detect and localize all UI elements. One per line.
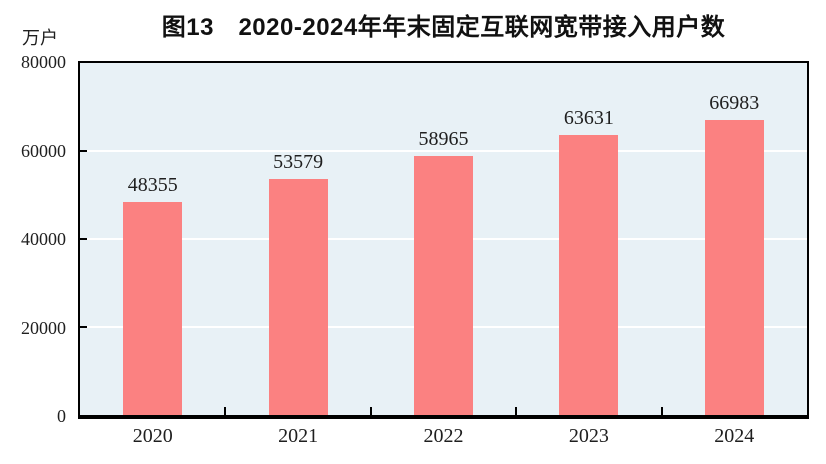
gridline-60000 — [80, 150, 807, 152]
x-axis-tick-4 — [660, 407, 663, 415]
y-axis-tick-20000 — [80, 326, 87, 328]
bar-2022 — [414, 155, 473, 415]
bar-value-label-2024: 66983 — [709, 92, 760, 115]
y-axis-tick-60000 — [80, 150, 87, 152]
y-tick-label-80000: 80000 — [21, 52, 66, 72]
bar-value-label-2020: 48355 — [127, 174, 178, 197]
bar-2021 — [268, 179, 328, 415]
x-category-label-2021: 2021 — [278, 425, 319, 447]
x-axis: 2020 2021 2022 2023 2024 — [78, 423, 809, 453]
x-category-label-2022: 2022 — [423, 425, 464, 447]
bar-value-label-2022: 58965 — [418, 127, 469, 150]
x-axis-tick-2 — [369, 407, 372, 415]
y-axis-unit-label: 万户 — [22, 28, 58, 48]
y-axis: 0 20000 40000 60000 80000 — [0, 52, 72, 426]
y-axis-tick-40000 — [80, 238, 87, 240]
bar-2024 — [704, 120, 764, 415]
plot-area: 48355 53579 58965 63631 66983 — [78, 61, 809, 419]
x-axis-tick-3 — [515, 407, 518, 415]
chart-title: 图13 2020-2024年年末固定互联网宽带接入用户数 — [161, 14, 726, 41]
x-axis-tick-1 — [224, 407, 227, 415]
y-tick-label-0: 0 — [57, 406, 66, 426]
x-category-label-2023: 2023 — [568, 425, 609, 447]
y-tick-label-60000: 60000 — [21, 140, 66, 161]
x-category-label-2024: 2024 — [714, 425, 755, 447]
x-category-label-2020: 2020 — [132, 425, 173, 447]
y-tick-label-40000: 40000 — [21, 229, 66, 249]
bar-value-label-2023: 63631 — [563, 107, 614, 130]
bar-value-label-2021: 53579 — [273, 151, 324, 174]
bar-2023 — [559, 135, 619, 415]
y-tick-label-20000: 20000 — [21, 317, 66, 338]
bar-2020 — [123, 202, 183, 415]
